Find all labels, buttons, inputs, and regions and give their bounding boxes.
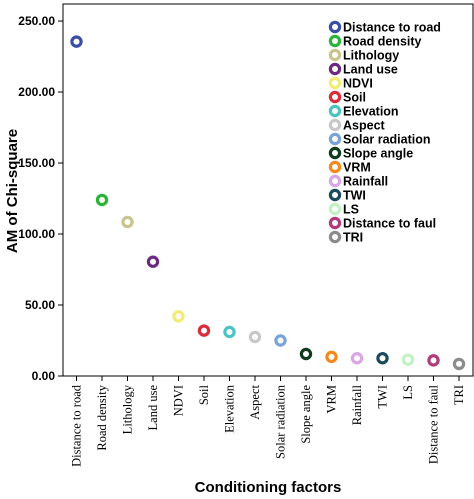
y-tick-label: 150.00: [18, 156, 55, 170]
data-point: [427, 354, 440, 367]
legend-marker: [328, 216, 342, 230]
legend-marker: [328, 132, 342, 146]
legend-marker: [328, 34, 342, 48]
legend-marker: [328, 104, 342, 118]
data-points: [70, 35, 466, 371]
data-point: [350, 352, 364, 365]
legend-label: Soil: [343, 91, 366, 105]
y-tick-label: 0.00: [32, 369, 56, 383]
legend-label: Land use: [343, 63, 398, 77]
legend-marker: [328, 48, 342, 62]
data-point: [146, 255, 160, 268]
legend-label: Solar radiation: [343, 133, 431, 147]
legend-marker: [328, 202, 342, 216]
y-axis-title: AM of Chi-square: [4, 129, 21, 253]
legend-label: Distance to faul: [343, 217, 436, 231]
axes: [62, 3, 474, 377]
data-point: [223, 325, 236, 339]
legend-marker: [328, 230, 342, 244]
x-tick-label: VRM: [325, 385, 339, 413]
x-tick-label: Road density: [95, 384, 109, 450]
data-point: [248, 330, 262, 344]
legend-label: VRM: [343, 161, 371, 175]
legend-marker: [328, 90, 342, 104]
legend-marker: [328, 20, 342, 34]
y-tick-label: 50.00: [25, 298, 55, 312]
legend-marker: [328, 188, 342, 202]
x-tick-label: LS: [401, 385, 415, 400]
legend-label: Road density: [343, 35, 422, 49]
data-point: [325, 350, 338, 364]
y-tick-label: 200.00: [18, 85, 55, 99]
x-tick-label: Distance to faul: [427, 384, 441, 464]
legend-marker: [328, 62, 342, 76]
legend-label: Elevation: [343, 105, 399, 119]
x-tick-label: NDVI: [172, 385, 186, 416]
data-point: [299, 347, 313, 361]
legend-label: Aspect: [343, 119, 386, 133]
data-point: [172, 310, 185, 323]
x-tick-label: Solar radiation: [274, 384, 288, 459]
legend-label: Rainfall: [343, 175, 388, 189]
data-point: [401, 353, 415, 366]
x-tick-label: Lithology: [121, 384, 135, 434]
legend-label: Slope angle: [343, 147, 413, 161]
y-tick-label: 100.00: [18, 227, 55, 241]
x-tick-label: Elevation: [223, 384, 237, 433]
x-ticks: Distance to road Road density Lithology Lan…: [70, 376, 466, 467]
x-tick-label: TWI: [376, 385, 390, 409]
y-ticks: 0.00 50.00 100.00 150.00 200.00 250.00: [18, 14, 63, 383]
data-point: [452, 357, 466, 371]
x-axis-title: Conditioning factors: [195, 479, 342, 496]
x-tick-label: TRI: [452, 385, 466, 405]
legend-marker: [328, 146, 342, 160]
legend-marker: [328, 76, 342, 90]
data-point: [95, 193, 109, 207]
x-tick-label: Distance to road: [70, 384, 84, 467]
legend-label: Lithology: [343, 49, 399, 63]
x-tick-label: Aspect: [248, 384, 262, 419]
legend-label: TRI: [343, 231, 363, 245]
x-tick-label: Slope angle: [299, 385, 313, 444]
data-point: [274, 334, 287, 347]
data-point: [121, 215, 134, 229]
legend-label: NDVI: [343, 77, 373, 91]
data-point: [376, 352, 389, 365]
legend-label: LS: [343, 203, 359, 217]
y-tick-label: 250.00: [18, 14, 55, 28]
x-tick-label: Soil: [197, 384, 211, 405]
plot-frame: [62, 3, 474, 377]
legend-marker: [328, 174, 342, 188]
legend-marker: [328, 160, 342, 174]
legend-label: Distance to road: [343, 21, 441, 35]
data-point: [197, 324, 211, 337]
x-tick-label: Rainfall: [350, 384, 364, 425]
data-point: [70, 35, 83, 48]
legend-marker: [328, 118, 342, 132]
x-tick-label: Land use: [146, 385, 160, 431]
legend-label: TWI: [343, 189, 366, 203]
